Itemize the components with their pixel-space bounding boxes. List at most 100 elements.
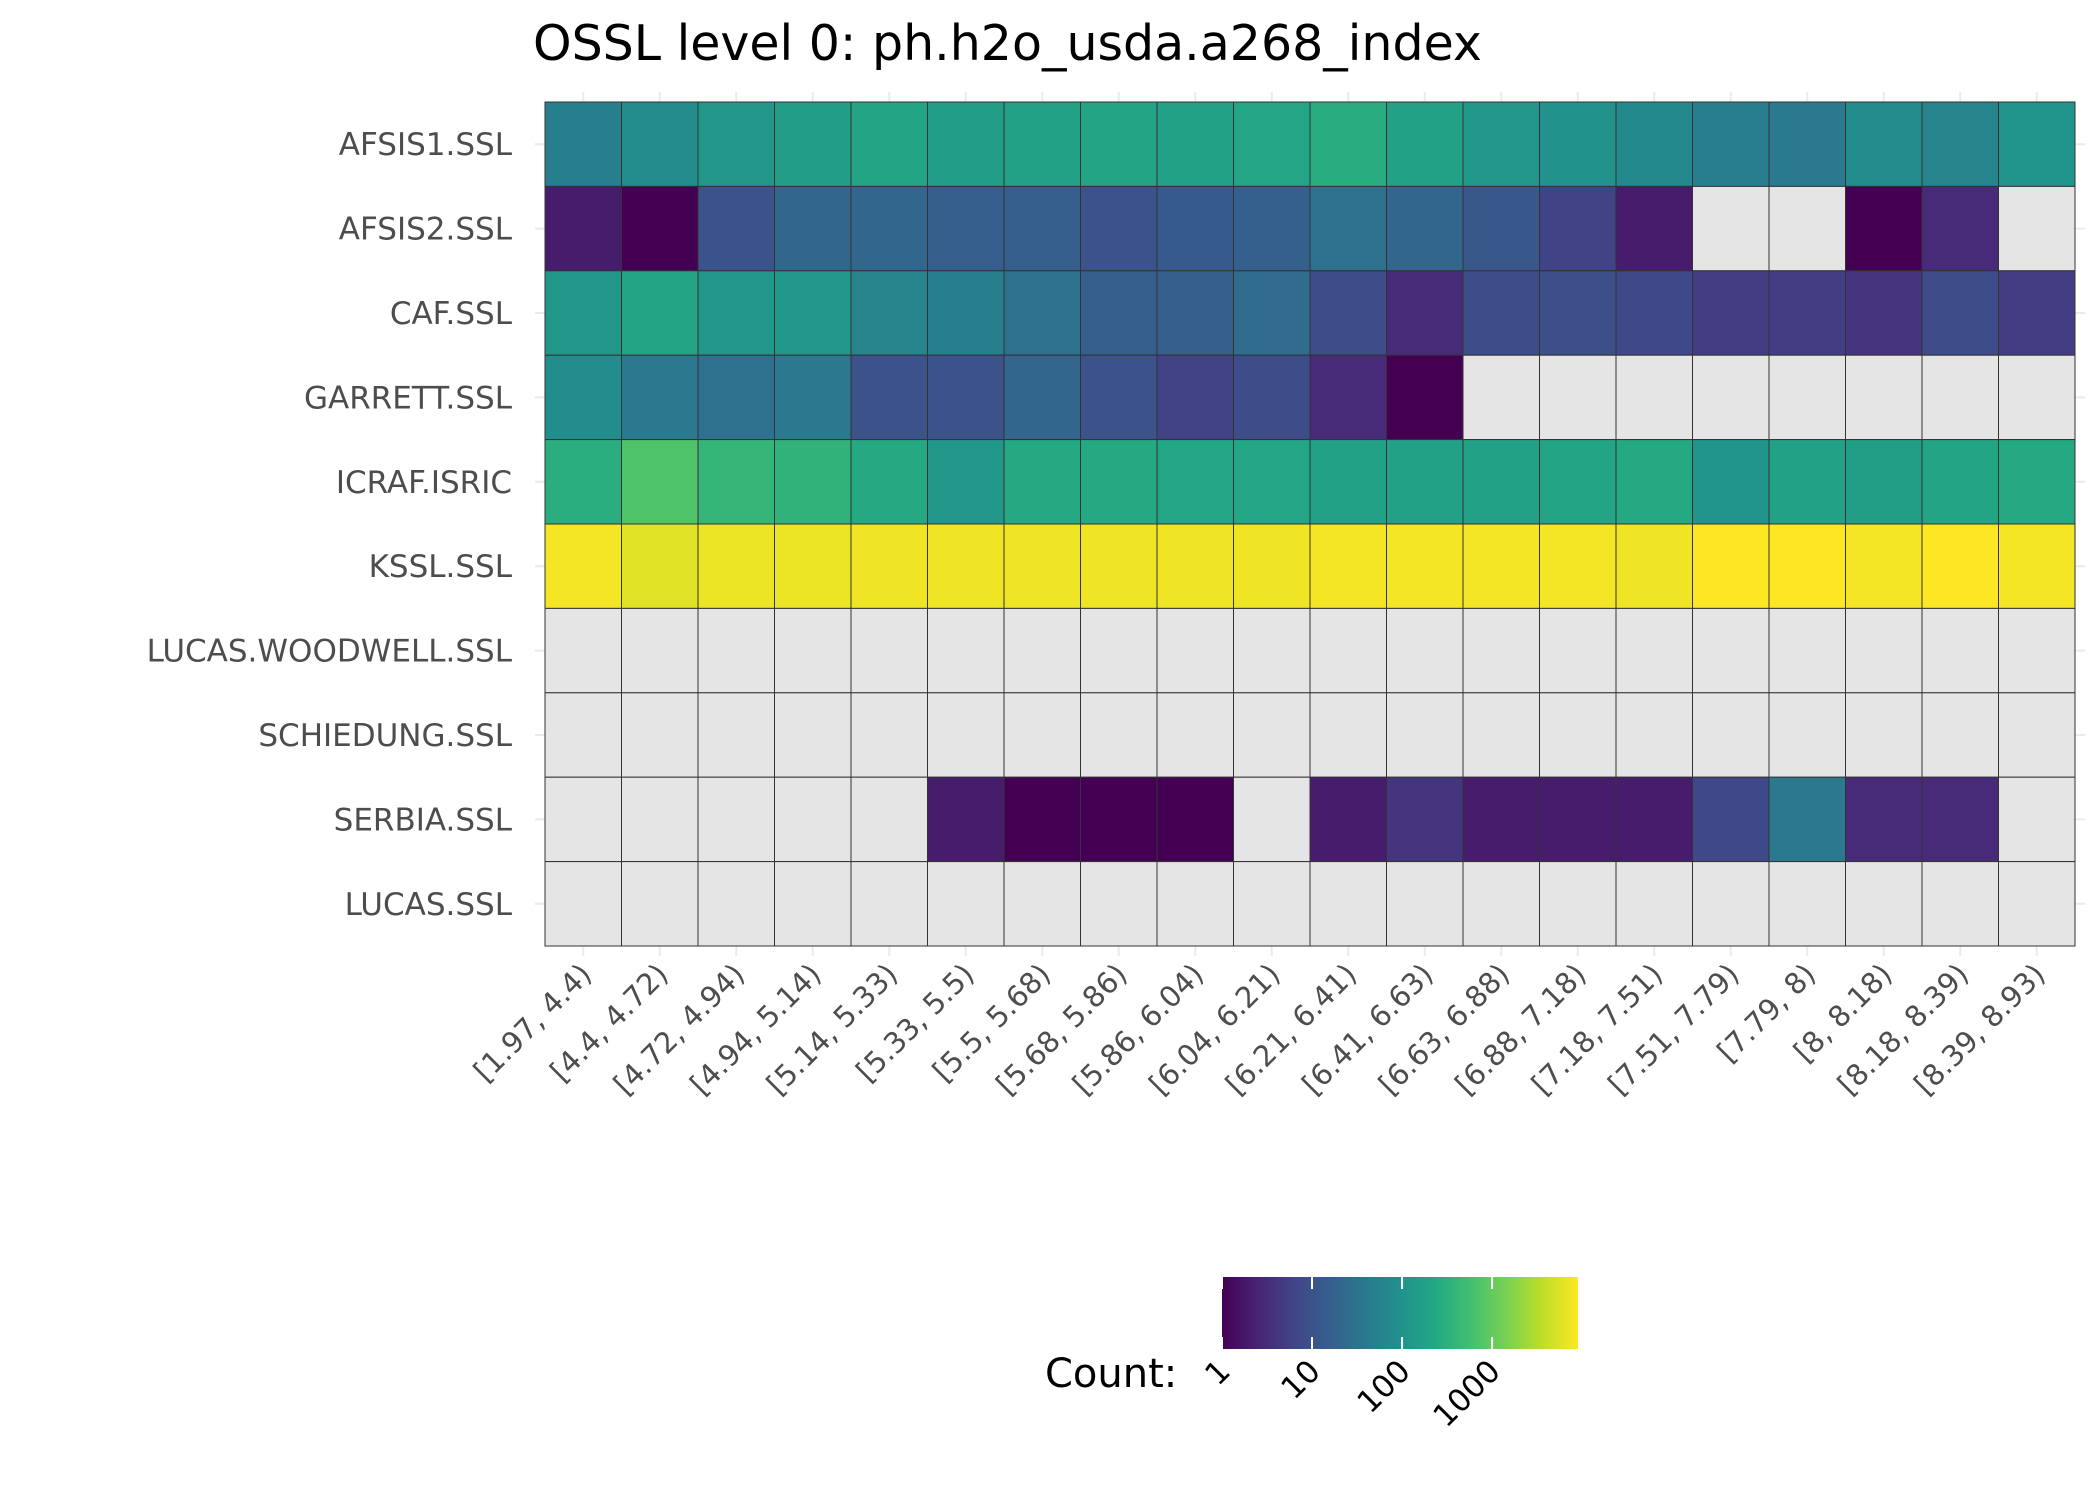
heatmap-cell — [774, 607, 852, 694]
heatmap-cell — [544, 607, 622, 694]
heatmap-cell — [1539, 185, 1617, 272]
heatmap-cell — [1998, 354, 2076, 441]
heatmap-cell — [1768, 607, 1846, 694]
heatmap-cell — [850, 185, 928, 272]
heatmap-cell — [1539, 861, 1617, 947]
heatmap-cell — [1615, 439, 1693, 525]
heatmap-cell — [1692, 692, 1770, 778]
heatmap-cell — [1462, 607, 1540, 694]
heatmap-cell — [927, 692, 1005, 778]
heatmap-cell — [697, 607, 775, 694]
heatmap-cell — [1539, 607, 1617, 694]
heatmap-cell — [544, 692, 622, 778]
heatmap-cell — [1003, 523, 1081, 609]
heatmap-cell — [1921, 270, 1999, 356]
heatmap-cell — [1768, 776, 1846, 863]
heatmap-cell — [1692, 523, 1770, 609]
heatmap-cell — [1386, 692, 1464, 778]
heatmap-cell — [1156, 101, 1234, 187]
heatmap-cell — [1921, 185, 1999, 272]
heatmap-cell — [697, 101, 775, 187]
heatmap-cell — [1692, 354, 1770, 441]
y-tick-label: AFSIS1.SSL — [339, 127, 513, 163]
heatmap-cell — [1233, 101, 1311, 187]
heatmap-cell — [927, 523, 1005, 609]
heatmap-cell — [1998, 776, 2076, 863]
heatmap-cell — [1692, 101, 1770, 187]
chart-title: OSSL level 0: ph.h2o_usda.a268_index — [533, 15, 1482, 72]
heatmap-cells — [535, 92, 2085, 956]
heatmap-cell — [1386, 776, 1464, 863]
heatmap-cell — [850, 523, 928, 609]
y-tick-label: CAF.SSL — [390, 296, 513, 332]
heatmap-cell — [697, 439, 775, 525]
heatmap-cell — [621, 354, 699, 441]
heatmap-cell — [1003, 692, 1081, 778]
heatmap-cell — [927, 270, 1005, 356]
heatmap-cell — [1692, 861, 1770, 947]
heatmap-cell — [697, 354, 775, 441]
heatmap-cell — [1003, 101, 1081, 187]
heatmap-cell — [1233, 692, 1311, 778]
heatmap-cell — [927, 861, 1005, 947]
heatmap-cell — [1080, 692, 1158, 778]
heatmap-cell — [621, 861, 699, 947]
heatmap-cell — [1845, 776, 1923, 863]
heatmap-cell — [1386, 861, 1464, 947]
heatmap-cell — [1156, 439, 1234, 525]
heatmap-cell — [1845, 607, 1923, 694]
heatmap-cell — [1309, 776, 1387, 863]
heatmap-cell — [1921, 439, 1999, 525]
heatmap-cell — [1921, 692, 1999, 778]
legend-tick-label: 100 — [1350, 1353, 1417, 1420]
heatmap-cell — [1309, 692, 1387, 778]
heatmap-cell — [1615, 523, 1693, 609]
heatmap-cell — [1462, 692, 1540, 778]
heatmap-cell — [621, 101, 699, 187]
heatmap-cell — [1003, 607, 1081, 694]
heatmap-cell — [1768, 270, 1846, 356]
heatmap-cell — [1080, 439, 1158, 525]
heatmap-cell — [1768, 185, 1846, 272]
heatmap-cell — [621, 692, 699, 778]
heatmap-cell — [927, 185, 1005, 272]
heatmap-cell — [1998, 101, 2076, 187]
heatmap-cell — [1998, 861, 2076, 947]
heatmap-cell — [1080, 270, 1158, 356]
heatmap-cell — [544, 354, 622, 441]
heatmap-cell — [1462, 101, 1540, 187]
y-tick-label: GARRETT.SSL — [304, 380, 513, 416]
heatmap-cell — [1233, 185, 1311, 272]
heatmap-cell — [1309, 354, 1387, 441]
heatmap-cell — [1156, 270, 1234, 356]
heatmap-cell — [544, 776, 622, 863]
heatmap-cell — [621, 607, 699, 694]
heatmap-cell — [850, 776, 928, 863]
heatmap-cell — [544, 270, 622, 356]
heatmap-cell — [1615, 185, 1693, 272]
heatmap-cell — [1615, 861, 1693, 947]
heatmap-cell — [1462, 354, 1540, 441]
heatmap-cell — [774, 185, 852, 272]
color-legend: 1 10 100 1000 Count: — [1045, 1277, 1578, 1434]
heatmap-cell — [1539, 523, 1617, 609]
heatmap-cell — [1615, 354, 1693, 441]
heatmap-cell — [927, 776, 1005, 863]
heatmap-cell — [1233, 439, 1311, 525]
y-tick-label: LUCAS.WOODWELL.SSL — [147, 634, 513, 670]
heatmap-cell — [1615, 776, 1693, 863]
heatmap-cell — [1845, 523, 1923, 609]
heatmap-cell — [1692, 776, 1770, 863]
heatmap-cell — [927, 101, 1005, 187]
heatmap-cell — [697, 776, 775, 863]
heatmap-cell — [927, 439, 1005, 525]
heatmap-cell — [1998, 692, 2076, 778]
heatmap-cell — [774, 270, 852, 356]
heatmap-cell — [1921, 354, 1999, 441]
heatmap-cell — [1845, 439, 1923, 525]
heatmap-cell — [850, 270, 928, 356]
heatmap-cell — [1309, 270, 1387, 356]
heatmap-cell — [850, 101, 928, 187]
heatmap-cell — [774, 861, 852, 947]
heatmap-cell — [697, 185, 775, 272]
